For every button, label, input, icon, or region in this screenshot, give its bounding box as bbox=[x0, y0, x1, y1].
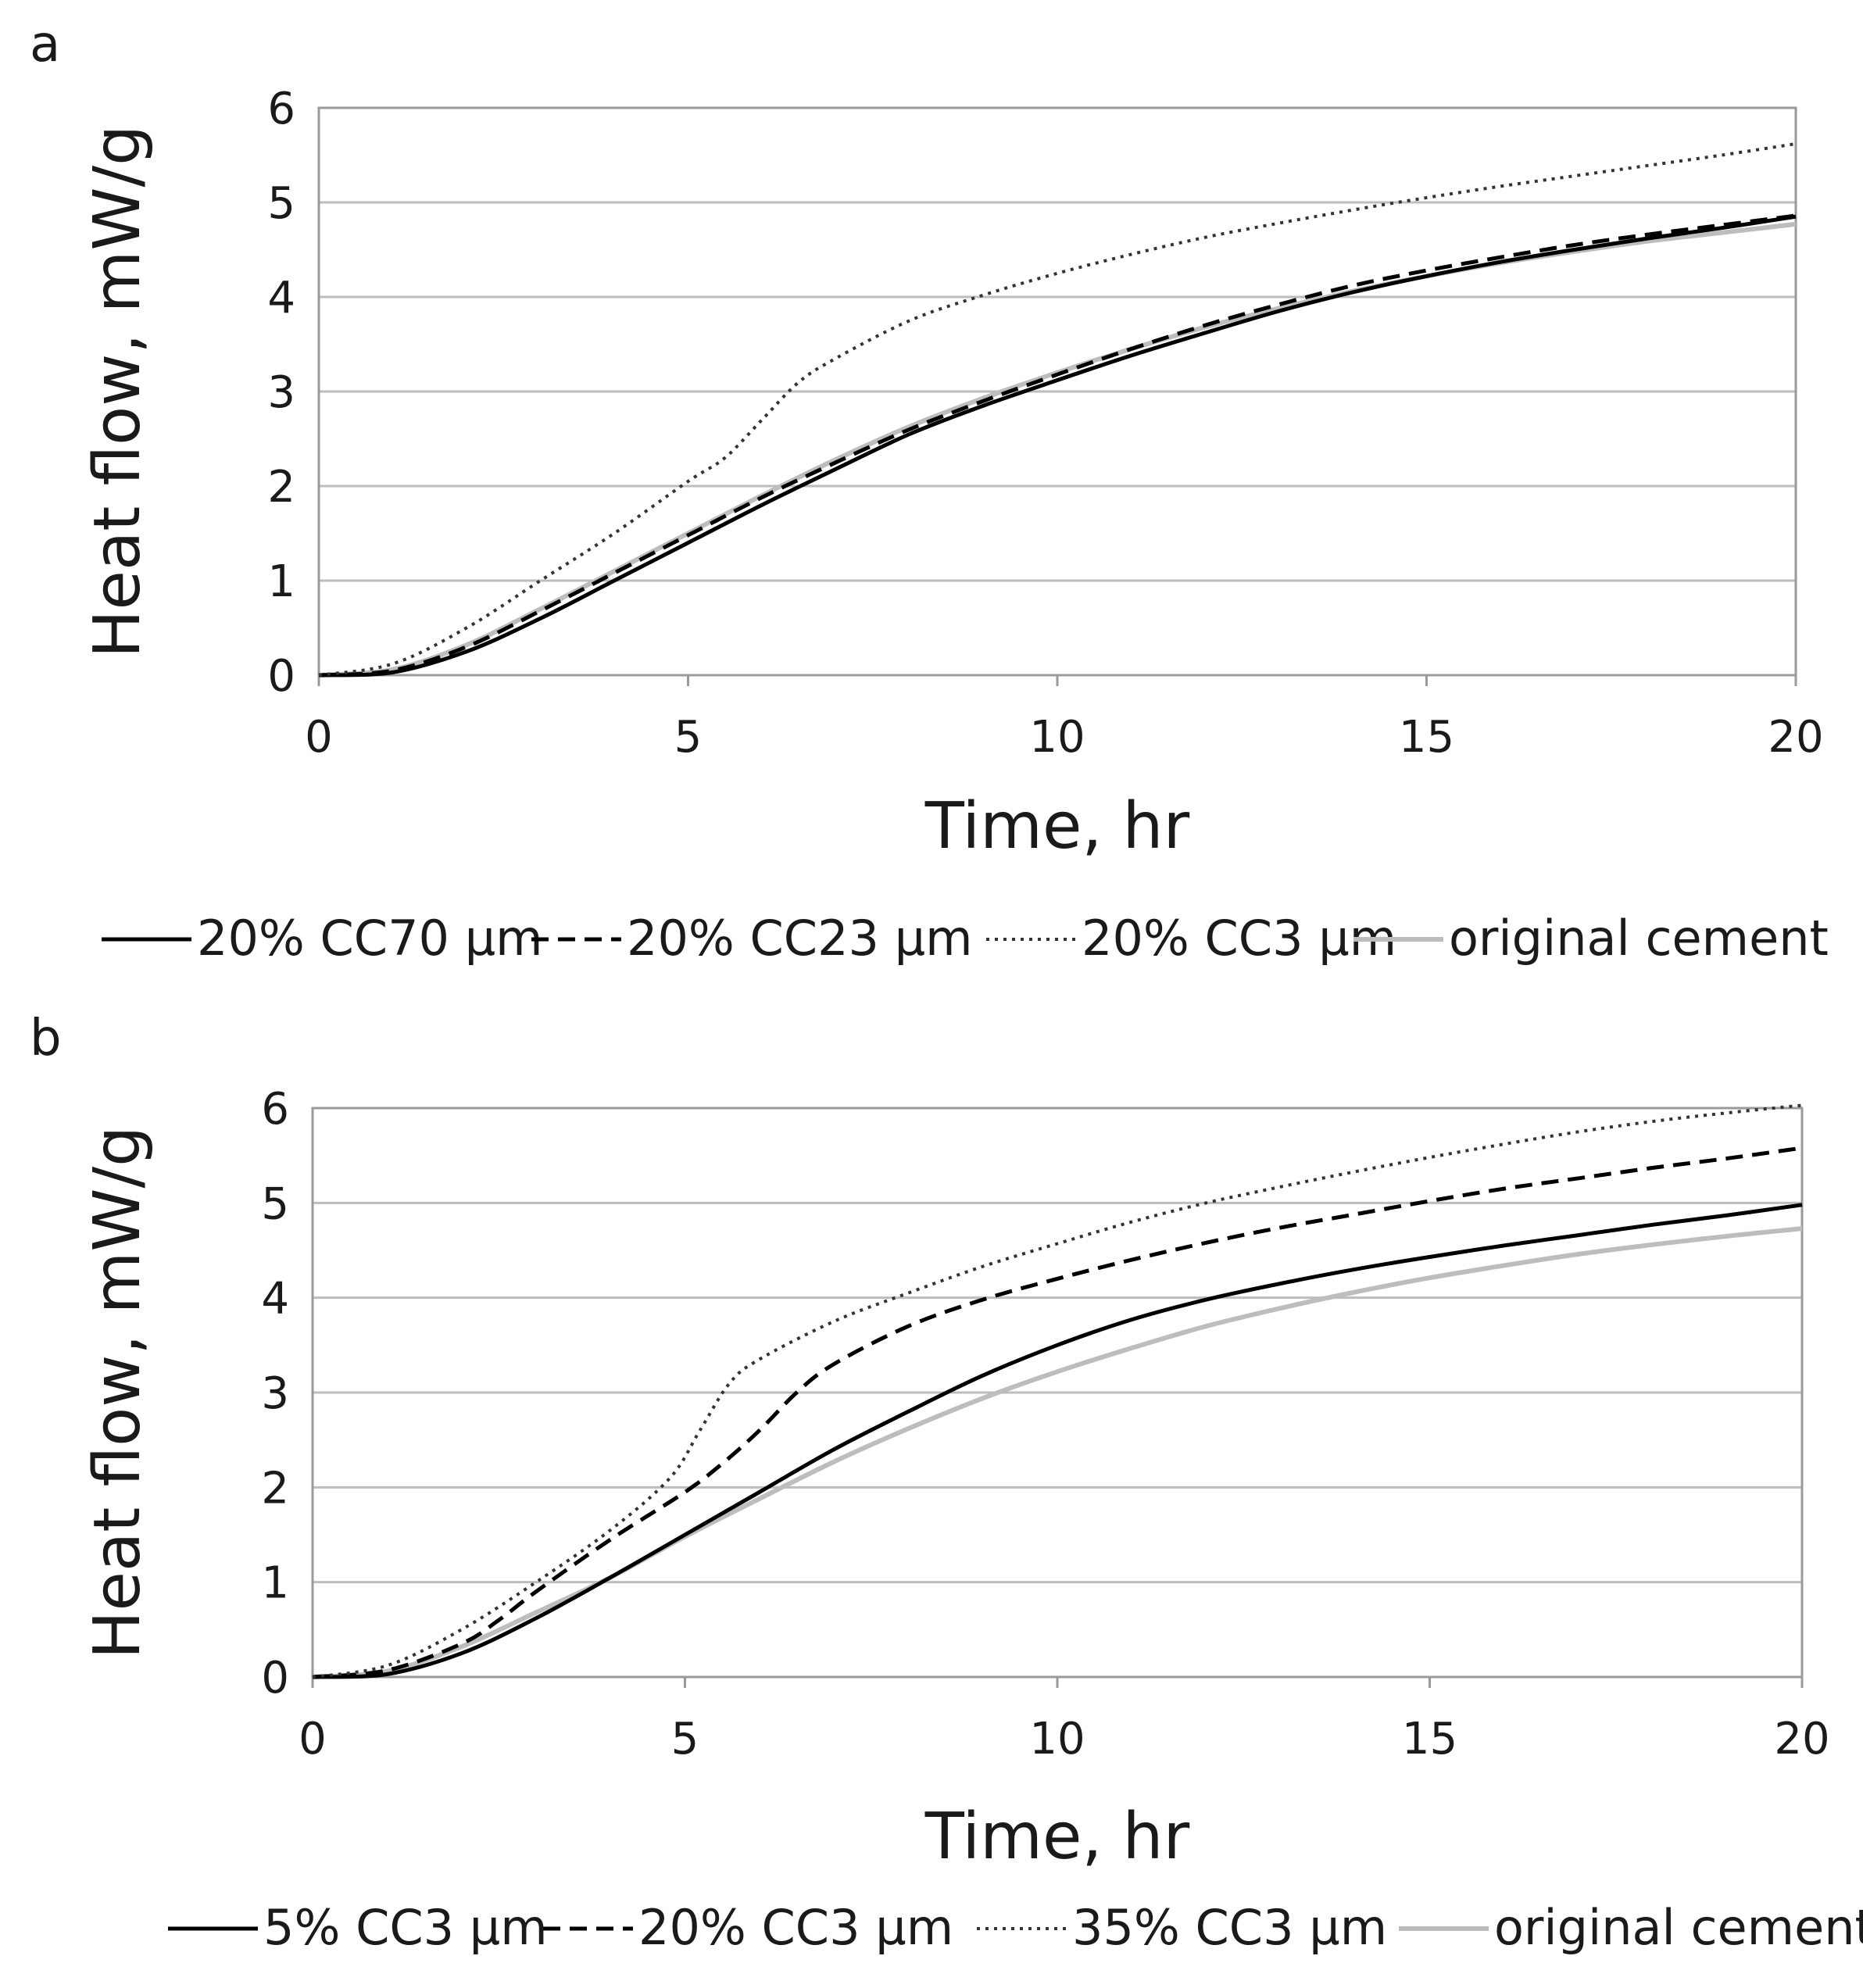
panel-b-letter: b bbox=[30, 1010, 62, 1067]
panel-a-xtick-label: 10 bbox=[1029, 712, 1085, 763]
panel-a-xtick-label: 0 bbox=[305, 712, 333, 763]
panel-a-ytick-label: 4 bbox=[267, 273, 295, 324]
panel-b-series-line-0 bbox=[312, 1203, 1803, 1679]
panel-b-legend-label: 20% CC3 µm bbox=[638, 1899, 953, 1956]
panel-a-legend-label: 20% CC70 µm bbox=[197, 910, 543, 967]
panel-a-xtick-label: 5 bbox=[674, 712, 703, 763]
panel-b-xtick-label: 5 bbox=[671, 1714, 699, 1765]
panel-b-legend-label: original cement bbox=[1494, 1899, 1863, 1956]
panel-b-xtick-label: 0 bbox=[299, 1714, 327, 1765]
panel-a-legend-label: 20% CC23 µm bbox=[627, 910, 973, 967]
panel-a-xtick-label: 20 bbox=[1768, 712, 1823, 763]
panel-b-ytick-label: 0 bbox=[261, 1653, 289, 1704]
panel-b-series-line-3 bbox=[312, 1226, 1803, 1679]
panel-a-series-line-2 bbox=[318, 142, 1797, 677]
panel-b-legend-label: 5% CC3 µm bbox=[263, 1899, 548, 1956]
panel-a-legend-label: 20% CC3 µm bbox=[1082, 910, 1396, 967]
panel-a-ytick-label: 2 bbox=[267, 462, 295, 513]
panel-a-legend-label: original cement bbox=[1449, 910, 1829, 967]
panel-a-ytick-label: 6 bbox=[267, 84, 295, 134]
panel-a-series-line-0 bbox=[318, 214, 1797, 678]
panel-b-ytick-label: 3 bbox=[261, 1368, 289, 1419]
panel-a-series-line-3 bbox=[318, 221, 1797, 678]
panel-b-xtick-label: 20 bbox=[1774, 1714, 1829, 1765]
panel-a-xtick-label: 15 bbox=[1399, 712, 1454, 763]
panel-b-series-line-1 bbox=[312, 1146, 1803, 1679]
panel-b-ytick-label: 4 bbox=[261, 1274, 289, 1325]
panel-a-series-line-1 bbox=[318, 213, 1797, 678]
panel-a-y-axis-title: Heat flow, mW/g bbox=[80, 125, 155, 658]
panel-b-xtick-label: 15 bbox=[1402, 1714, 1457, 1765]
panel-b-legend-label: 35% CC3 µm bbox=[1072, 1899, 1387, 1956]
panel-b-y-axis-title: Heat flow, mW/g bbox=[80, 1126, 155, 1659]
panel-b-ytick-label: 2 bbox=[261, 1463, 289, 1514]
panel-b-series-line-2 bbox=[312, 1103, 1803, 1679]
panel-a-letter: a bbox=[30, 16, 60, 73]
panel-a-ytick-label: 1 bbox=[267, 556, 295, 607]
panel-a-ytick-label: 5 bbox=[267, 178, 295, 229]
panel-a-x-axis-title: Time, hr bbox=[924, 789, 1190, 863]
panel-b-ytick-label: 5 bbox=[261, 1178, 289, 1229]
panel-b-xtick-label: 10 bbox=[1029, 1714, 1085, 1765]
panel-a-ytick-label: 3 bbox=[267, 367, 295, 418]
panel-b-ytick-label: 6 bbox=[261, 1084, 289, 1135]
panel-b-ytick-label: 1 bbox=[261, 1558, 289, 1609]
panel-a-ytick-label: 0 bbox=[267, 651, 295, 702]
panel-b-x-axis-title: Time, hr bbox=[924, 1800, 1190, 1874]
